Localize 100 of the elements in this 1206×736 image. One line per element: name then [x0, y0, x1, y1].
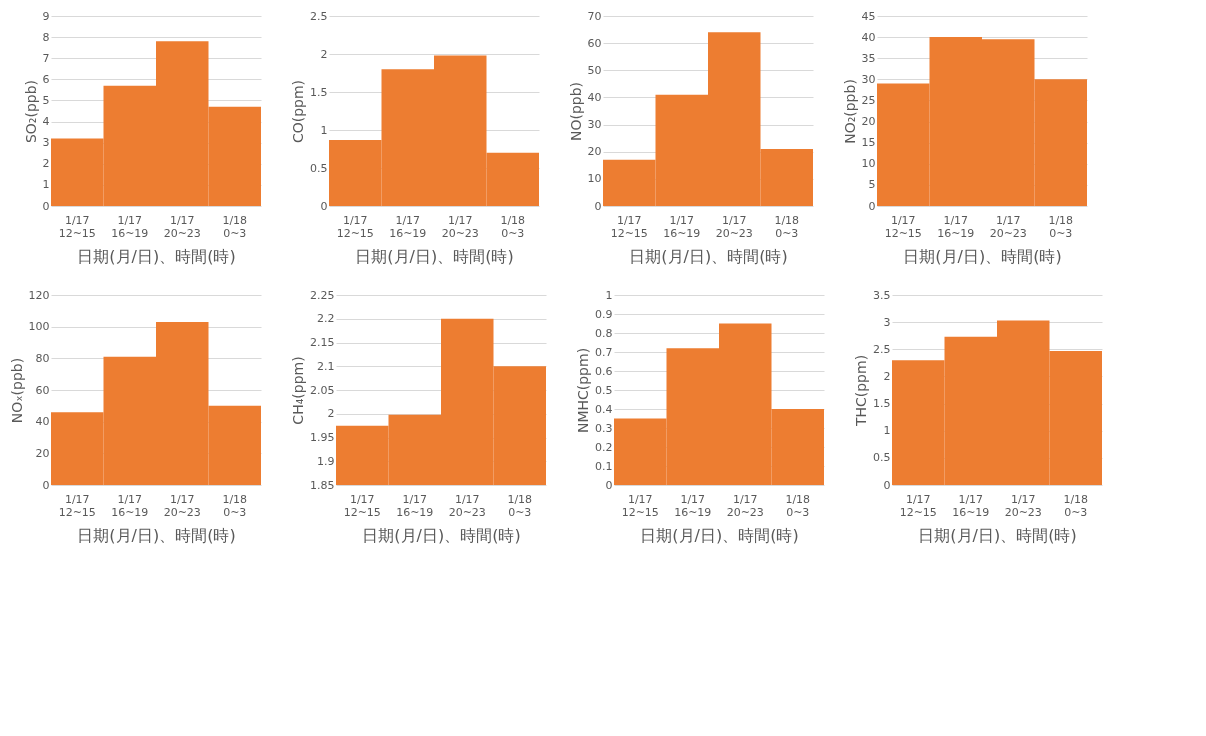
y-tick-label: 0 [42, 478, 50, 492]
x-axis-title: 日期(月/日)、時間(時) [640, 525, 799, 545]
y-tick-label: 0.1 [595, 459, 613, 473]
y-tick-label: 2.15 [310, 336, 335, 349]
y-tick-label: 30 [861, 72, 876, 86]
x-axis-title: 日期(月/日)、時間(時) [918, 525, 1077, 545]
y-tick-label: 40 [861, 30, 876, 44]
x-tick-label: 1/17 20~23 [715, 213, 753, 240]
x-tick-label: 1/17 20~23 [441, 213, 479, 240]
y-tick-label: 2.2 [317, 312, 335, 326]
y-tick-label: 50 [587, 63, 602, 77]
y-tick-label: 1.5 [310, 85, 328, 99]
x-tick-label: 1/17 20~23 [448, 492, 486, 519]
y-tick-label: 1 [42, 178, 50, 192]
x-tick-label: 1/17 20~23 [163, 213, 201, 240]
y-tick-label: 20 [861, 115, 876, 129]
y-tick-label: 6 [42, 72, 50, 86]
x-tick-label: 1/18 0~3 [222, 213, 248, 240]
y-tick-label: 1 [883, 424, 891, 438]
y-tick-label: 70 [587, 9, 602, 23]
y-tick-label: 60 [587, 36, 602, 50]
y-tick-label: 0.2 [595, 440, 613, 454]
y-axis-title: NO(ppb) [567, 81, 584, 142]
x-tick-label: 1/17 16~19 [937, 213, 975, 240]
x-tick-label: 1/17 12~15 [884, 213, 922, 240]
y-tick-label: 0 [605, 478, 613, 492]
x-tick-label: 1/17 16~19 [952, 492, 990, 519]
x-axis-title: 日期(月/日)、時間(時) [355, 246, 514, 266]
x-tick-label: 1/17 20~23 [726, 492, 764, 519]
y-axis-title: NMHC(ppm) [575, 347, 592, 434]
y-tick-label: 20 [35, 446, 50, 460]
y-tick-label: 2.5 [310, 9, 328, 23]
x-axis-title: 日期(月/日)、時間(時) [77, 525, 236, 545]
x-tick-label: 1/17 12~15 [610, 213, 648, 240]
x-tick-label: 1/17 16~19 [111, 492, 149, 519]
y-tick-label: 10 [861, 157, 876, 171]
y-tick-label: 5 [42, 93, 50, 107]
y-tick-label: 0.3 [595, 421, 613, 435]
y-tick-label: 1 [320, 123, 328, 137]
x-tick-label: 1/18 0~3 [1063, 492, 1089, 519]
x-tick-label: 1/17 16~19 [674, 492, 712, 519]
y-tick-label: 2 [320, 47, 328, 61]
x-tick-label: 1/18 0~3 [222, 492, 248, 519]
y-tick-label: 40 [35, 415, 50, 429]
x-tick-label: 1/18 0~3 [500, 213, 526, 240]
y-tick-label: 4 [42, 115, 50, 129]
y-axis-title: SO₂(ppb) [22, 79, 39, 144]
y-tick-label: 0.5 [873, 451, 891, 465]
y-tick-label: 0 [42, 199, 50, 213]
y-tick-label: 25 [861, 93, 876, 107]
y-tick-label: 60 [35, 383, 50, 397]
y-tick-label: 20 [587, 145, 602, 159]
y-tick-label: 3 [42, 136, 50, 150]
y-tick-label: 0.5 [595, 383, 613, 397]
y-axis-title: THC(ppm) [853, 354, 870, 428]
y-tick-label: 0.8 [595, 326, 613, 340]
x-tick-label: 1/18 0~3 [774, 213, 800, 240]
y-tick-label: 1 [605, 288, 613, 302]
y-tick-label: 0 [594, 199, 602, 213]
x-tick-label: 1/18 0~3 [1048, 213, 1074, 240]
y-tick-label: 40 [587, 90, 602, 104]
x-tick-label: 1/17 20~23 [1004, 492, 1042, 519]
y-tick-label: 8 [42, 30, 50, 44]
y-tick-label: 120 [28, 288, 50, 302]
y-tick-label: 0 [883, 478, 891, 492]
y-tick-label: 30 [587, 118, 602, 132]
x-tick-label: 1/17 12~15 [58, 492, 96, 519]
y-tick-label: 0.6 [595, 364, 613, 378]
y-tick-label: 0.5 [310, 161, 328, 175]
y-axis-title: NO₂(ppb) [841, 79, 858, 144]
y-tick-label: 1.5 [873, 397, 891, 411]
y-axis-title: NOₓ(ppb) [8, 357, 25, 424]
y-tick-label: 2 [327, 407, 335, 421]
y-axis-title: CH₄(ppm) [290, 356, 307, 425]
x-tick-label: 1/17 12~15 [621, 492, 659, 519]
y-tick-label: 2.05 [310, 383, 335, 397]
x-tick-label: 1/17 20~23 [989, 213, 1027, 240]
y-tick-label: 0.7 [595, 345, 613, 359]
x-tick-label: 1/17 16~19 [111, 213, 149, 240]
y-tick-label: 5 [868, 178, 876, 192]
y-tick-label: 9 [42, 9, 50, 23]
x-tick-label: 1/18 0~3 [507, 492, 533, 519]
y-tick-label: 35 [861, 51, 876, 65]
y-tick-label: 80 [35, 351, 50, 365]
y-tick-label: 1.85 [310, 478, 335, 492]
y-tick-label: 15 [861, 136, 876, 150]
y-tick-label: 2 [42, 157, 50, 171]
y-tick-label: 3 [883, 315, 891, 329]
x-axis-title: 日期(月/日)、時間(時) [77, 246, 236, 266]
x-tick-label: 1/17 12~15 [343, 492, 381, 519]
y-tick-label: 2.25 [310, 288, 335, 302]
y-tick-label: 2.5 [873, 342, 891, 356]
y-tick-label: 0.9 [595, 307, 613, 321]
y-tick-label: 1.95 [310, 431, 335, 444]
y-tick-label: 45 [861, 9, 876, 23]
y-tick-label: 3.5 [873, 288, 891, 302]
x-tick-label: 1/17 12~15 [336, 213, 374, 240]
y-tick-label: 2 [883, 369, 891, 383]
x-tick-label: 1/17 12~15 [899, 492, 937, 519]
x-tick-label: 1/17 12~15 [58, 213, 96, 240]
